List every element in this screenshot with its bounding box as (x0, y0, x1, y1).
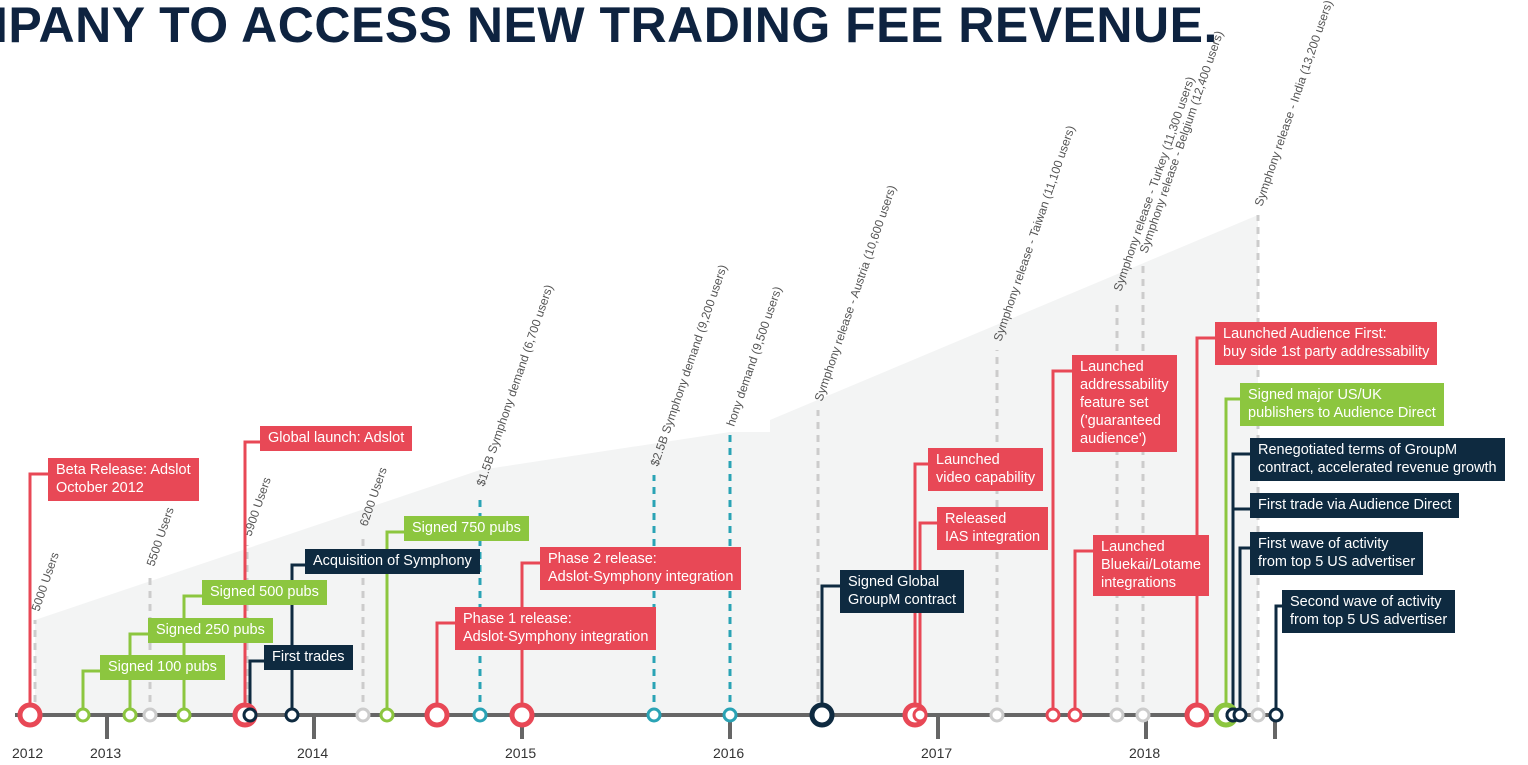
event-box: Renegotiated terms of GroupM contract, a… (1250, 438, 1505, 481)
event-box: Signed Global GroupM contract (840, 570, 964, 613)
event-connector (520, 561, 540, 715)
event-connector (918, 521, 937, 715)
year-label: 2015 (505, 745, 537, 761)
event-connector (1231, 507, 1250, 715)
event-connector (913, 462, 928, 715)
timeline-node (646, 707, 662, 723)
milestone-label: $1.5B Symphony demand (6,700 users) (474, 283, 556, 488)
timeline-node (1250, 707, 1266, 723)
event-connector (1274, 604, 1282, 715)
event-box: First wave of activity from top 5 US adv… (1250, 532, 1424, 575)
timeline-node (122, 707, 138, 723)
milestone-label: Symphony release - Austria (10,600 users… (812, 183, 899, 403)
milestone-label: hony demand (9,500 users) (724, 285, 785, 428)
timeline-node (142, 707, 158, 723)
timeline-node (1135, 707, 1151, 723)
timeline-node (509, 702, 535, 728)
event-box: Launched Audience First: buy side 1st pa… (1215, 322, 1438, 365)
event-connector (1051, 369, 1072, 715)
milestone-label-group: hony demand (9,500 users) (724, 285, 785, 428)
year-label: 2012 (12, 745, 44, 761)
timeline-node (989, 707, 1005, 723)
event-box: Acquisition of Symphony (305, 549, 480, 574)
event-box: Launched Bluekai/Lotame integrations (1093, 535, 1209, 596)
timeline-node (809, 702, 835, 728)
timeline-node (1109, 707, 1125, 723)
event-connector (28, 472, 48, 715)
event-connector (820, 584, 840, 715)
timeline-node (472, 707, 488, 723)
year-label: 2018 (1129, 745, 1161, 761)
title: IPANY TO ACCESS NEW TRADING FEE REVENUE. (0, 0, 1218, 53)
timeline-node (722, 707, 738, 723)
event-box: First trade via Audience Direct (1250, 493, 1460, 518)
timeline-node (1232, 707, 1248, 723)
timeline-node (242, 707, 258, 723)
event-box: Signed major US/UK publishers to Audienc… (1240, 383, 1444, 426)
milestone-label-group: 5000 Users (29, 550, 62, 613)
event-box: Phase 2 release: Adslot-Symphony integra… (540, 547, 742, 590)
event-box: Signed 100 pubs (100, 655, 225, 680)
event-box: Signed 250 pubs (148, 618, 273, 643)
milestone-label-group: $1.5B Symphony demand (6,700 users) (474, 283, 556, 488)
milestone-label: Symphony release - India (13,200 users) (1252, 0, 1336, 208)
timeline-node (284, 707, 300, 723)
year-label: 2014 (297, 745, 329, 761)
timeline-node (1184, 702, 1210, 728)
event-box: Released IAS integration (937, 507, 1049, 550)
year-label: 2016 (713, 745, 745, 761)
event-box: Phase 1 release: Adslot-Symphony integra… (455, 607, 657, 650)
timeline-node (17, 702, 43, 728)
event-connector (128, 632, 148, 715)
milestone-label: 5500 Users (144, 505, 177, 568)
event-connector (81, 669, 100, 715)
year-label: 2013 (90, 745, 122, 761)
event-connector (1073, 549, 1093, 715)
event-box: Beta Release: Adslot October 2012 (48, 458, 199, 501)
timeline-node (1045, 707, 1061, 723)
milestone-label: 5000 Users (29, 550, 62, 613)
event-connector (1238, 546, 1250, 715)
milestone-label-group: Symphony release - India (13,200 users) (1252, 0, 1336, 208)
milestone-label: Symphony release - Belgium (12,400 users… (1137, 29, 1226, 255)
event-connector (248, 659, 264, 715)
year-label: 2017 (921, 745, 953, 761)
timeline-node (424, 702, 450, 728)
timeline-node (379, 707, 395, 723)
event-connector (1224, 397, 1240, 715)
event-box: Signed 500 pubs (202, 580, 327, 605)
timeline-node (355, 707, 371, 723)
event-box: Signed 750 pubs (404, 516, 529, 541)
milestone-label-group: 5500 Users (144, 505, 177, 568)
milestone-label-group: Symphony release - Belgium (12,400 users… (1137, 29, 1226, 255)
timeline-node (1067, 707, 1083, 723)
event-box: Launched video capability (928, 448, 1044, 491)
event-connector (435, 621, 455, 715)
timeline-node (75, 707, 91, 723)
event-box: Global launch: Adslot (260, 426, 413, 451)
event-box: Second wave of activity from top 5 US ad… (1282, 590, 1456, 633)
event-connector (385, 530, 404, 715)
event-box: First trades (264, 645, 353, 670)
timeline-node (912, 707, 928, 723)
timeline-node (1268, 707, 1284, 723)
milestone-label-group: Symphony release - Austria (10,600 users… (812, 183, 899, 403)
timeline-node (176, 707, 192, 723)
event-box: Launched addressability feature set ('gu… (1072, 355, 1177, 452)
